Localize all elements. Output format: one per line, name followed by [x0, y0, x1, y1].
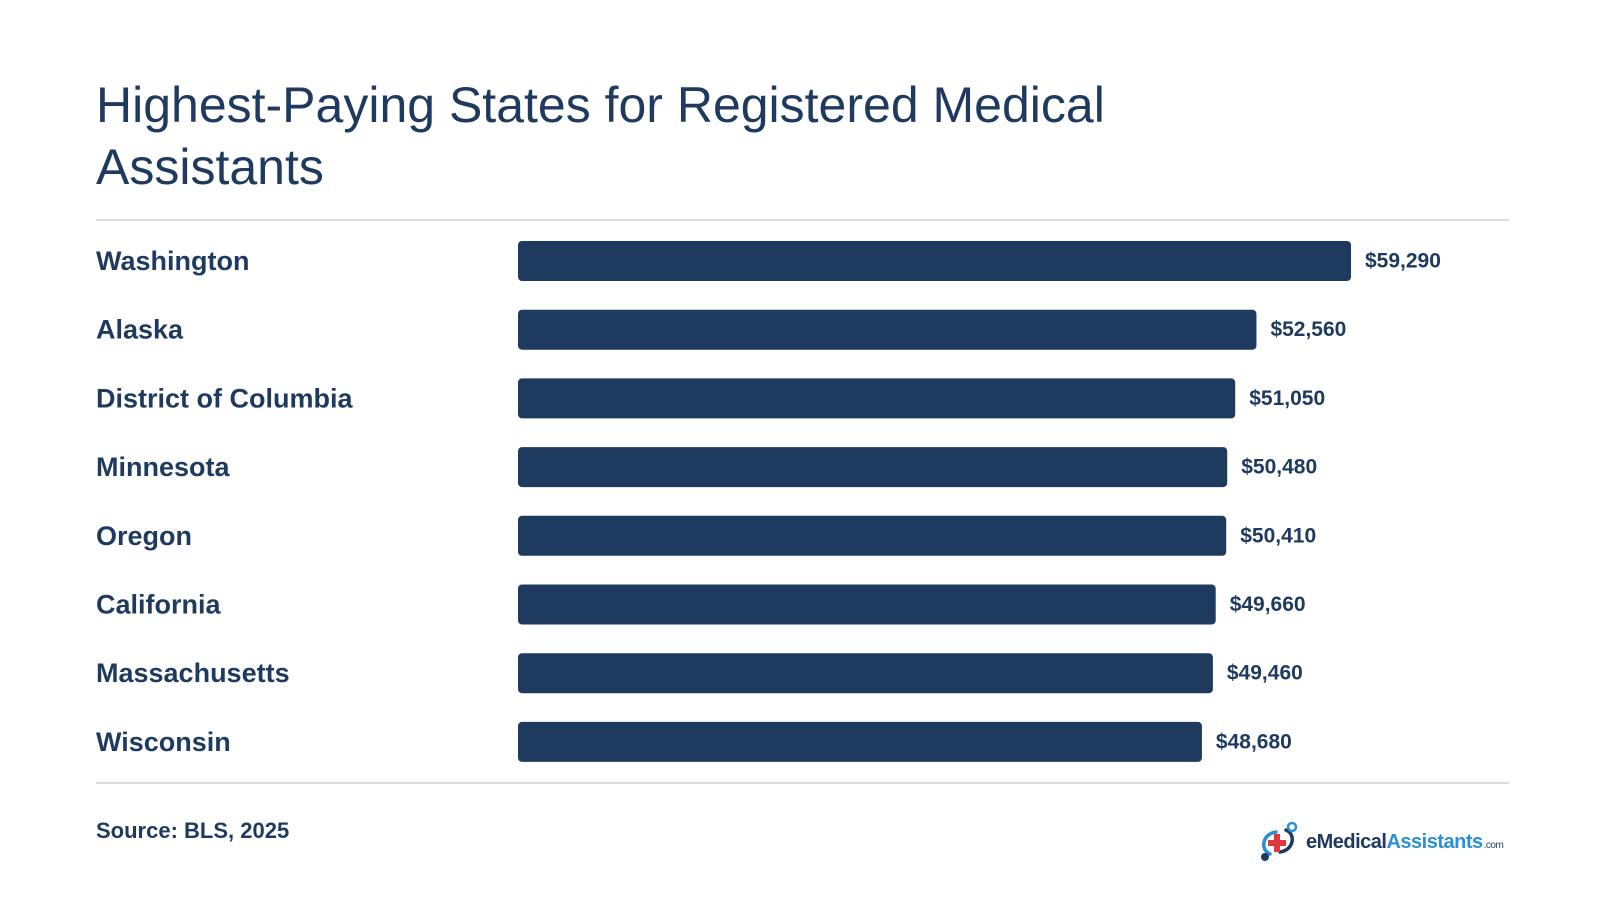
- value-label-alaska: $52,560: [1270, 318, 1346, 341]
- value-label-wisconsin: $48,680: [1216, 730, 1292, 753]
- value-label-massachusetts: $49,460: [1227, 662, 1303, 685]
- value-label-oregon: $50,410: [1240, 524, 1316, 547]
- value-label-washington: $59,290: [1365, 250, 1441, 273]
- value-label-minnesota: $50,480: [1241, 456, 1317, 479]
- logo-text-medical: Medical: [1316, 830, 1387, 853]
- brand-logo[interactable]: e Medical Assistants .com: [1256, 820, 1504, 864]
- medical-cross-logo-icon: [1261, 821, 1298, 861]
- bar-oregon: [518, 515, 1227, 556]
- category-label-district-of-columbia: District of Columbia: [96, 383, 353, 413]
- bar-washington: [518, 241, 1351, 281]
- value-label-california: $49,660: [1230, 593, 1306, 616]
- category-label-washington: Washington: [96, 246, 249, 276]
- category-label-minnesota: Minnesota: [96, 452, 230, 482]
- value-label-district-of-columbia: $51,050: [1249, 387, 1325, 410]
- bar-minnesota: [518, 447, 1228, 488]
- category-label-wisconsin: Wisconsin: [96, 727, 231, 757]
- logo-text-assistants: Assistants: [1386, 830, 1483, 853]
- chart-title: Highest-Paying States for Registered Med…: [96, 77, 1105, 195]
- category-label-massachusetts: Massachusetts: [96, 658, 290, 688]
- bar-district-of-columbia: [518, 378, 1236, 419]
- logo-wordmark: e Medical Assistants .com: [1306, 830, 1504, 854]
- bar-wisconsin: [518, 721, 1202, 762]
- logo-text-e: e: [1306, 830, 1317, 853]
- category-label-california: California: [96, 590, 222, 620]
- bar-massachusetts: [518, 653, 1213, 694]
- bar-alaska: [518, 309, 1257, 350]
- logo-text-com: .com: [1483, 839, 1504, 851]
- category-label-oregon: Oregon: [96, 521, 192, 551]
- bar-california: [518, 584, 1216, 625]
- source-note: Source: BLS, 2025: [96, 818, 290, 843]
- bottom-divider: [96, 782, 1509, 784]
- top-divider: [96, 219, 1509, 221]
- category-label-alaska: Alaska: [96, 315, 184, 345]
